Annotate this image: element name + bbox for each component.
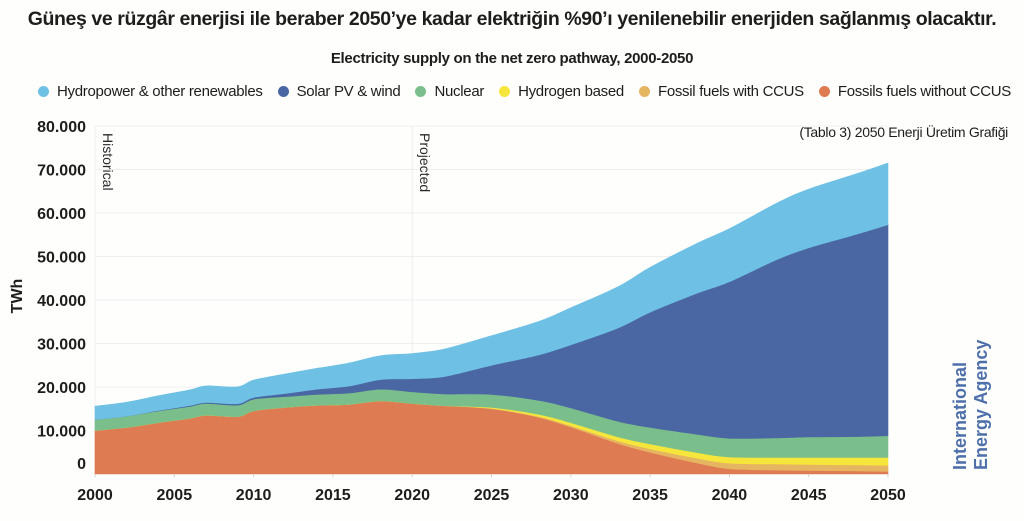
x-axis-ticks: 2000 2005 2010 2015 2020 2025 2030 2035 2040 2045…: [77, 474, 906, 504]
y-tick-label: 50.000: [37, 250, 86, 267]
x-tick-label: 2000: [77, 487, 113, 504]
legend-label: Fossil fuels with CCUS: [657, 83, 804, 100]
x-tick-label: 2010: [236, 487, 272, 504]
legend-dot-icon: [638, 86, 650, 97]
legend-dot-icon: [499, 86, 511, 97]
x-tick-label: 2020: [394, 487, 430, 504]
area-hydropower-other-renewables: [94, 162, 889, 420]
y-tick-label: 0: [77, 456, 86, 473]
source-line-1: International: [950, 362, 970, 470]
chart-note: (Tablo 3) 2050 Enerji Üretim Grafiği: [799, 124, 1008, 140]
x-tick-label: 2050: [870, 487, 906, 504]
y-tick-label: 40.000: [37, 293, 86, 310]
chart-title: Electricity supply on the net zero pathw…: [330, 50, 694, 67]
x-tick-label: 2005: [157, 487, 193, 504]
y-tick-label: 10.000: [37, 424, 86, 441]
annotations: Historical Projected: [100, 133, 433, 192]
x-tick-label: 2035: [632, 487, 668, 504]
legend-dot-icon: [38, 86, 49, 97]
source-line-2: Energy Agency: [971, 340, 991, 470]
legend-label: Fossils fuels without CCUS: [837, 83, 1011, 100]
legend-dot-icon: [277, 86, 289, 97]
annotation-projected: Projected: [417, 133, 433, 192]
legend-label: Solar PV & wind: [296, 83, 401, 100]
x-tick-label: 2025: [474, 487, 510, 504]
legend-dot-icon: [818, 86, 830, 97]
y-tick-label: 60.000: [37, 206, 86, 223]
legend-label: Hydropower & other renewables: [57, 83, 263, 100]
x-tick-label: 2015: [315, 487, 351, 504]
legend-dot-icon: [415, 86, 427, 97]
y-axis-label: TWh: [9, 279, 26, 314]
y-tick-label: 30.000: [37, 337, 86, 354]
stacked-areas: [94, 162, 889, 475]
legend-item-hydrogen: Hydrogen based: [499, 83, 624, 100]
x-tick-label: 2040: [712, 487, 748, 504]
legend-item-hydropower: Hydropower & other renewables: [38, 83, 263, 100]
legend-item-fossil-no-ccus: Fossils fuels without CCUS: [818, 83, 1011, 100]
headline: Güneş ve rüzgâr enerjisi ile beraber 205…: [27, 8, 997, 30]
x-tick-label: 2045: [791, 487, 827, 504]
legend-label: Hydrogen based: [518, 83, 624, 100]
legend: Hydropower & other renewables Solar PV &…: [38, 83, 1024, 100]
legend-item-fossil-ccus: Fossil fuels with CCUS: [638, 83, 804, 100]
annotation-historical: Historical: [100, 133, 116, 191]
source-credit: International Energy Agency: [950, 340, 991, 470]
legend-item-nuclear: Nuclear: [415, 83, 484, 100]
y-axis-ticks: 0 10.000 20.000 30.000 40.000 50.000 60.000 70.…: [37, 119, 86, 473]
legend-label: Nuclear: [434, 83, 485, 100]
y-tick-label: 80.000: [37, 119, 86, 136]
y-tick-label: 20.000: [37, 380, 86, 397]
legend-item-solar-wind: Solar PV & wind: [277, 83, 401, 100]
x-tick-label: 2030: [553, 487, 589, 504]
y-tick-label: 70.000: [37, 163, 86, 180]
